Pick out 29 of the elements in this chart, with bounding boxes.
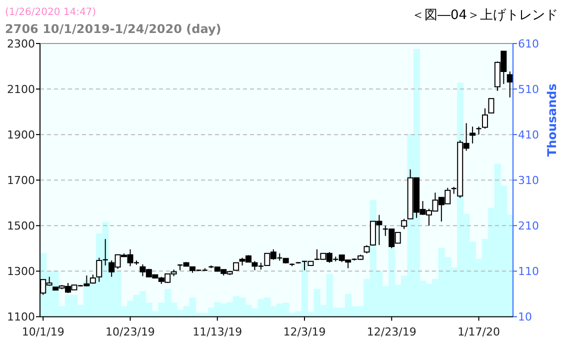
x-tick-label: 11/13/19 <box>192 326 242 339</box>
chart-subtitle: 2706 10/1/2019-1/24/2020 (day) <box>5 22 222 36</box>
x-tick-label: 12/23/19 <box>366 326 416 339</box>
y-tick-label: 1100 <box>7 310 35 324</box>
x-tick-label: 12/3/19 <box>283 326 326 339</box>
y2-tick-label: 410 <box>518 128 539 142</box>
candlestick <box>401 218 408 230</box>
candlestick <box>482 108 488 130</box>
y-tick-label: 2100 <box>7 83 35 96</box>
y2-tick-label: 210 <box>518 220 539 233</box>
y-tick-label: 1700 <box>7 174 35 188</box>
y2-tick-label: 610 <box>518 38 539 50</box>
y-tick-label: 1300 <box>7 265 35 278</box>
y-tick-label: 1900 <box>7 128 35 142</box>
x-tick-label: 1/17/20 <box>458 326 500 339</box>
candlestick <box>488 98 494 114</box>
y-tick-label: 2300 <box>7 38 35 50</box>
candlestick <box>506 71 513 98</box>
y2-axis-title: Thousands <box>545 84 559 157</box>
y2-tick-label: 10 <box>518 310 532 324</box>
candlestick <box>470 126 476 144</box>
text: (1/26/2020 14:47) <box>5 7 96 18</box>
y2-tick-label: 510 <box>518 83 539 96</box>
y2-tick-label: 310 <box>518 174 539 188</box>
chart-title: ＜図―04＞上げトレンド <box>411 8 558 23</box>
y-tick-label: 1500 <box>7 220 35 233</box>
x-tick-label: 10/23/19 <box>106 326 155 339</box>
y2-tick-label: 110 <box>518 265 539 278</box>
x-tick-label: 10/1/19 <box>22 326 64 339</box>
